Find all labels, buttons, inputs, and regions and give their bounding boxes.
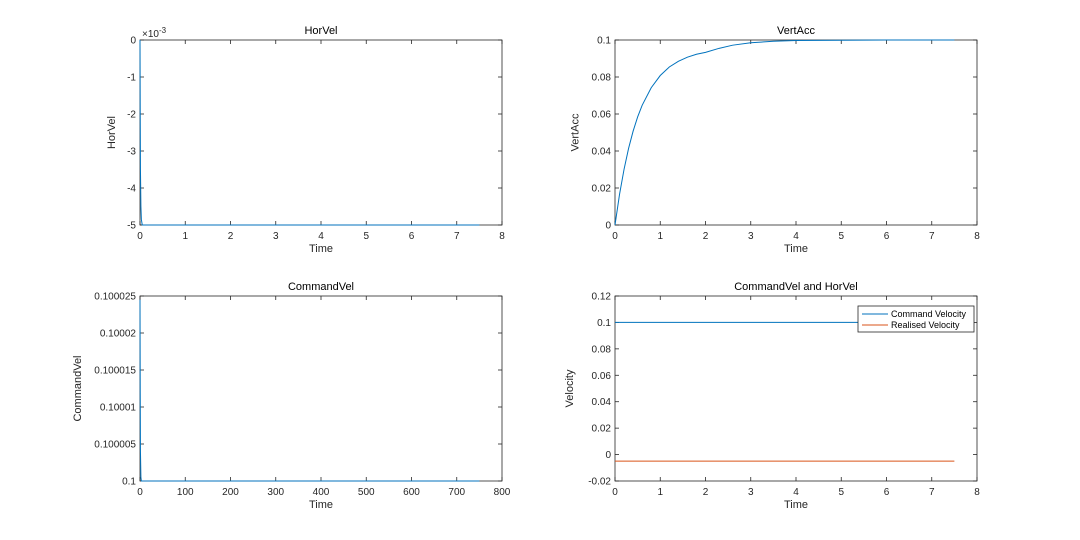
x-tick-label: 3 (748, 487, 754, 498)
x-axis-label: Time (309, 499, 333, 511)
plot-1: 0 1 2 3 4 5 6 7 8 -5 -4 -3 -2 -1 0 ×10-3 HorVel Time HorVe… (106, 25, 505, 255)
y-axis-label: HorVel (106, 116, 118, 149)
y-tick-label: 0.10001 (100, 403, 137, 414)
axes-frame (139, 295, 503, 482)
y-tick-label: 0 (605, 221, 611, 232)
y-tick-label: 0.100015 (94, 366, 136, 377)
x-tick-label: 700 (448, 487, 465, 498)
x-tick-label: 0 (612, 487, 618, 498)
x-tick-label: 2 (228, 231, 234, 242)
series-line-1 (614, 39, 955, 226)
x-tick-label: 500 (358, 487, 375, 498)
y-tick-label: 0.02 (592, 424, 612, 435)
x-tick-label: 4 (793, 487, 799, 498)
x-tick-label: 5 (363, 231, 369, 242)
plot-title: CommandVel and HorVel (734, 281, 858, 293)
y-tick-label: 0.100005 (94, 440, 136, 451)
axes-frame (614, 39, 978, 226)
y-tick-label: 0.08 (592, 344, 612, 355)
x-tick-label: 7 (929, 487, 935, 498)
y-tick-label: 0.1 (597, 318, 611, 329)
plot-title: HorVel (304, 25, 337, 37)
plot-title: CommandVel (288, 281, 354, 293)
plot-4: 0 1 2 3 4 5 6 7 8-0.0200.020.040.060.080.10.12Co… (564, 281, 980, 511)
y-tick-label: 0.1 (122, 477, 136, 488)
y-tick-label: 0.04 (592, 147, 612, 158)
x-axis-label: Time (309, 243, 333, 255)
x-tick-label: 0 (137, 231, 143, 242)
x-tick-label: 200 (222, 487, 239, 498)
y-tick-label: -2 (127, 110, 136, 121)
plot-2: 0 1 2 3 4 5 6 7 8 0 0.02 0.04 0.06 0.08 0.1 VertAcc Time… (570, 25, 981, 255)
y-tick-label: 0.02 (592, 184, 612, 195)
series-line-1 (139, 299, 480, 482)
x-tick-label: 6 (409, 231, 415, 242)
x-tick-label: 2 (703, 487, 709, 498)
legend-entry: Realised Velocity (891, 320, 960, 330)
x-tick-label: 5 (838, 231, 844, 242)
x-tick-label: 300 (267, 487, 284, 498)
x-tick-label: 400 (313, 487, 330, 498)
plot-title: VertAcc (777, 25, 815, 37)
y-axis-label: CommandVel (72, 355, 84, 421)
y-tick-label: -0.02 (588, 477, 611, 488)
x-tick-label: 800 (494, 487, 511, 498)
x-tick-label: 0 (137, 487, 143, 498)
y-tick-label: -3 (127, 147, 136, 158)
x-tick-label: 5 (838, 487, 844, 498)
axes-frame (139, 39, 503, 226)
y-tick-label: -5 (127, 221, 136, 232)
y-tick-label: 0.08 (592, 73, 612, 84)
y-tick-label: 0.12 (592, 292, 612, 303)
y-tick-label: 0.06 (592, 110, 612, 121)
y-tick-label: 0.06 (592, 371, 612, 382)
x-tick-label: 1 (657, 487, 663, 498)
x-tick-label: 4 (793, 231, 799, 242)
y-tick-label: 0 (605, 450, 611, 461)
legend-box (857, 305, 975, 333)
x-tick-label: 600 (403, 487, 420, 498)
y-tick-label: 0.1 (597, 36, 611, 47)
x-tick-label: 4 (318, 231, 324, 242)
x-tick-label: 7 (454, 231, 460, 242)
y-axis-label: VertAcc (570, 113, 582, 151)
x-tick-label: 8 (499, 231, 505, 242)
y-tick-label: -1 (127, 73, 136, 84)
y-exponent-label: ×10-3 (142, 26, 167, 40)
y-tick-label: 0 (130, 36, 136, 47)
x-tick-label: 7 (929, 231, 935, 242)
legend-entry: Command Velocity (891, 309, 967, 319)
plot-3: 0 100 200 300 400 500 600 700 800 0.1 0.100005 0.10… (72, 281, 511, 511)
series-line-1 (139, 39, 480, 226)
x-tick-label: 3 (273, 231, 279, 242)
x-tick-label: 1 (182, 231, 188, 242)
x-tick-label: 6 (884, 231, 890, 242)
x-tick-label: 8 (974, 487, 980, 498)
y-tick-label: -4 (127, 184, 136, 195)
y-tick-label: 0.100025 (94, 292, 136, 303)
y-axis-label: Velocity (564, 369, 576, 407)
x-axis-label: Time (784, 243, 808, 255)
x-tick-label: 0 (612, 231, 618, 242)
x-axis-label: Time (784, 499, 808, 511)
x-tick-label: 3 (748, 231, 754, 242)
x-tick-label: 1 (657, 231, 663, 242)
x-tick-label: 6 (884, 487, 890, 498)
y-tick-label: 0.04 (592, 397, 612, 408)
y-tick-label: 0.10002 (100, 329, 137, 340)
x-tick-label: 8 (974, 231, 980, 242)
x-tick-label: 2 (703, 231, 709, 242)
x-tick-label: 100 (177, 487, 194, 498)
